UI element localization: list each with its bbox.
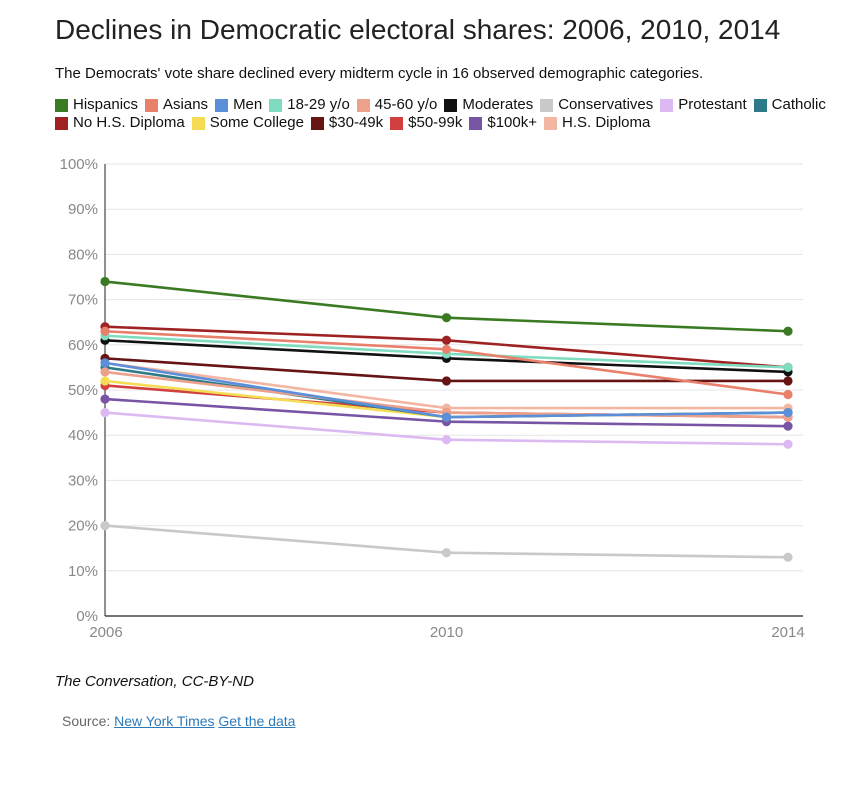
series-line [103,280,790,333]
legend-swatch [55,98,68,112]
legend-item[interactable]: $50-99k [390,115,462,131]
data-point [783,552,793,562]
legend-swatch [145,98,159,112]
y-tick-label: 40% [68,427,98,444]
legend-label: Moderates [462,96,534,113]
page-title: Declines in Democratic electoral shares:… [55,14,781,45]
data-point [100,376,110,386]
legend-item[interactable]: 45-60 y/o [356,96,438,113]
legend-swatch [55,116,68,130]
data-point [100,326,110,336]
line-chart: 0% 10% 20% 30% 40% 50% 60% 70% 80% 90% 100% 2006 201… [60,156,805,641]
y-tick-label: 20% [68,518,98,535]
legend-item[interactable]: 18-29 y/o [269,97,350,113]
data-point [441,313,452,323]
y-tick-label: 100% [60,156,98,173]
legend-label: H.S. Diploma [562,114,651,131]
source-line: Source: New York Times Get the data [62,713,295,729]
y-tick-label: 90% [68,201,98,218]
data-point [100,358,110,368]
legend-item[interactable]: Hispanics [55,97,138,113]
data-point [783,376,793,386]
source-link[interactable]: New York Times [114,713,215,729]
legend-swatch [469,116,483,130]
data-point [441,412,452,422]
legend-item[interactable]: Men [215,97,262,113]
legend-label: Catholic [771,96,826,113]
data-point [441,548,452,558]
x-tick-label: 2006 [89,624,122,641]
legend-swatch [215,98,229,112]
data-point [783,408,793,418]
data-point [100,408,110,418]
source-label: Source: [62,713,111,729]
legend-item[interactable]: $100k+ [469,115,537,131]
data-point [783,326,793,336]
legend-item[interactable]: Moderates [444,97,533,113]
y-tick-label: 50% [68,382,98,399]
legend-label: Asians [163,96,209,113]
data-point [100,367,110,377]
legend-swatch [753,98,767,112]
legend-item[interactable]: Some College [191,114,304,131]
data-point [783,421,793,431]
get-data-link[interactable]: Get the data [218,713,296,729]
data-point [783,362,793,372]
credit-text: The Conversation, CC-BY-ND [55,673,254,690]
legend-swatch [540,98,554,112]
legend-item[interactable]: Catholic [753,96,826,113]
legend-item[interactable]: No H.S. Diploma [55,115,185,131]
legend-label: No H.S. Diploma [73,114,185,131]
legend-label: $30-49k [328,114,384,131]
legend-label: Conservatives [558,96,654,113]
data-point [783,389,793,400]
legend-swatch [444,98,458,112]
legend-swatch [269,98,283,112]
data-point [441,335,452,345]
legend-label: Hispanics [73,96,139,113]
legend-item[interactable]: H.S. Diploma [544,115,650,131]
legend-swatch [310,116,324,130]
legend-label: Protestant [678,96,747,113]
data-point [100,394,110,404]
y-tick-label: 80% [68,246,98,263]
legend: Hispanics Asians Men 18-29 y/o 45-60 y/o Mode… [55,97,835,131]
data-point [100,521,110,531]
legend-label: $100k+ [487,114,537,131]
page-subtitle: The Democrats' vote share declined every… [55,65,704,82]
legend-swatch [191,116,205,130]
y-tick-label: 0% [76,608,98,625]
legend-item[interactable]: $30-49k [310,114,384,131]
legend-swatch [356,98,370,112]
data-point [441,435,452,445]
data-point [441,344,452,354]
legend-swatch [390,116,404,130]
legend-label: 45-60 y/o [374,96,438,113]
legend-label: Men [233,96,263,113]
data-point [441,376,452,386]
x-tick-label: 2010 [430,624,463,641]
legend-label: 18-29 y/o [287,96,350,113]
y-tick-label: 70% [68,292,98,309]
data-point [783,439,793,449]
legend-item[interactable]: Protestant [660,96,747,113]
legend-label: Some College [209,114,304,131]
y-tick-label: 10% [68,563,98,580]
y-tick-label: 30% [68,472,98,489]
legend-swatch [544,116,557,130]
legend-swatch [660,98,674,112]
legend-item[interactable]: Conservatives [540,97,653,113]
legend-item[interactable]: Asians [145,97,208,113]
y-tick-label: 60% [68,337,98,354]
x-tick-label: 2014 [771,624,804,641]
data-point [100,276,110,287]
legend-label: $50-99k [408,114,463,131]
